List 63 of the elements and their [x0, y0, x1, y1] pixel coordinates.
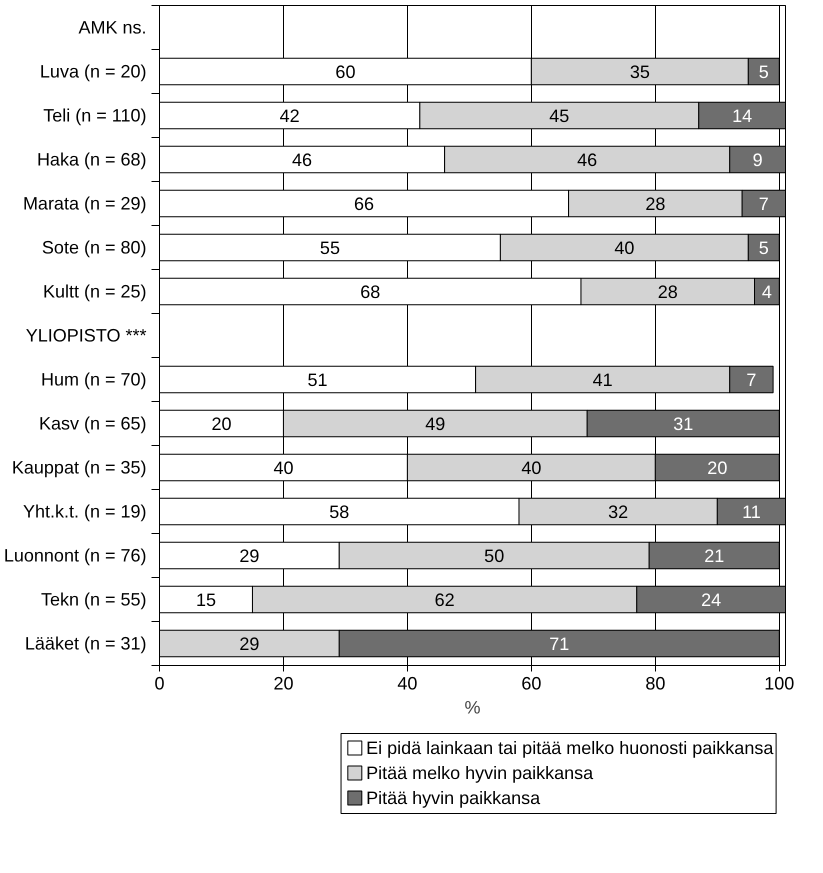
x-tick-label: 60: [521, 674, 542, 694]
y-tick-label: Marata (n = 29): [22, 194, 147, 214]
x-axis-title: %: [464, 698, 481, 718]
y-tick-label: Lääket (n = 31): [24, 634, 147, 654]
y-tick-label: Tekn (n = 55): [40, 590, 147, 610]
data-label: 46: [577, 150, 598, 170]
data-label: 4: [762, 282, 772, 302]
data-label: 24: [701, 590, 722, 610]
data-label: 58: [329, 502, 350, 522]
legend-label: Pitää melko hyvin paikkansa: [366, 763, 594, 783]
data-label: 71: [549, 634, 570, 654]
data-label: 7: [758, 194, 769, 214]
data-label: 28: [658, 282, 678, 302]
data-label: 68: [360, 282, 380, 302]
x-tick-label: 20: [273, 674, 294, 694]
data-label: 49: [425, 414, 446, 434]
data-label: 66: [354, 194, 374, 214]
data-label: 5: [758, 62, 769, 82]
data-label: 35: [630, 62, 650, 82]
data-label: 29: [239, 634, 260, 654]
data-label: 42: [280, 106, 300, 126]
x-tick-label: 100: [764, 674, 794, 694]
y-tick-label: Kasv (n = 65): [38, 414, 147, 434]
data-label: 50: [484, 546, 504, 566]
data-label: 31: [673, 414, 694, 434]
data-label: 55: [320, 238, 340, 258]
data-label: 9: [752, 150, 763, 170]
data-label: 14: [732, 106, 752, 126]
data-label: 15: [196, 590, 216, 610]
y-tick-label: Sote (n = 80): [42, 238, 147, 258]
y-tick-label: YLIOPISTO ***: [26, 326, 146, 346]
data-label: 40: [521, 458, 542, 478]
data-label: 40: [614, 238, 634, 258]
data-label: 29: [239, 546, 260, 566]
y-tick-label: Luonnont (n = 76): [4, 546, 147, 566]
data-label: 51: [308, 370, 328, 390]
data-label: 32: [608, 502, 628, 522]
y-tick-label: Teli (n = 110): [43, 106, 146, 126]
data-label: 60: [335, 62, 356, 82]
data-label: 45: [549, 106, 570, 126]
data-label: 62: [434, 590, 455, 610]
data-label: 28: [645, 194, 666, 214]
data-label: 40: [273, 458, 294, 478]
legend-label: Pitää hyvin paikkansa: [366, 788, 542, 808]
y-tick-label: Kauppat (n = 35): [12, 458, 147, 478]
data-label: 7: [746, 370, 756, 390]
y-tick-label: AMK ns.: [78, 18, 147, 38]
data-label: 5: [758, 238, 769, 258]
x-tick-label: 0: [154, 674, 165, 694]
y-tick-label: Luva (n = 20): [40, 62, 147, 82]
data-label: 21: [704, 546, 724, 566]
data-label: 41: [592, 370, 613, 390]
data-label: 20: [707, 458, 728, 478]
y-tick-label: Yht.k.t. (n = 19): [22, 502, 147, 522]
data-label: 11: [742, 502, 761, 522]
y-tick-label: Hum (n = 70): [40, 370, 147, 390]
data-label: 46: [292, 150, 312, 170]
legend-label: Ei pidä lainkaan tai pitää melko huonosti paikkansa: [366, 738, 774, 758]
x-tick-label: 80: [645, 674, 666, 694]
data-label: 20: [211, 414, 232, 434]
x-tick-label: 40: [397, 674, 418, 694]
y-tick-label: Kultt (n = 25): [42, 282, 147, 302]
y-tick-label: Haka (n = 68): [36, 150, 147, 170]
